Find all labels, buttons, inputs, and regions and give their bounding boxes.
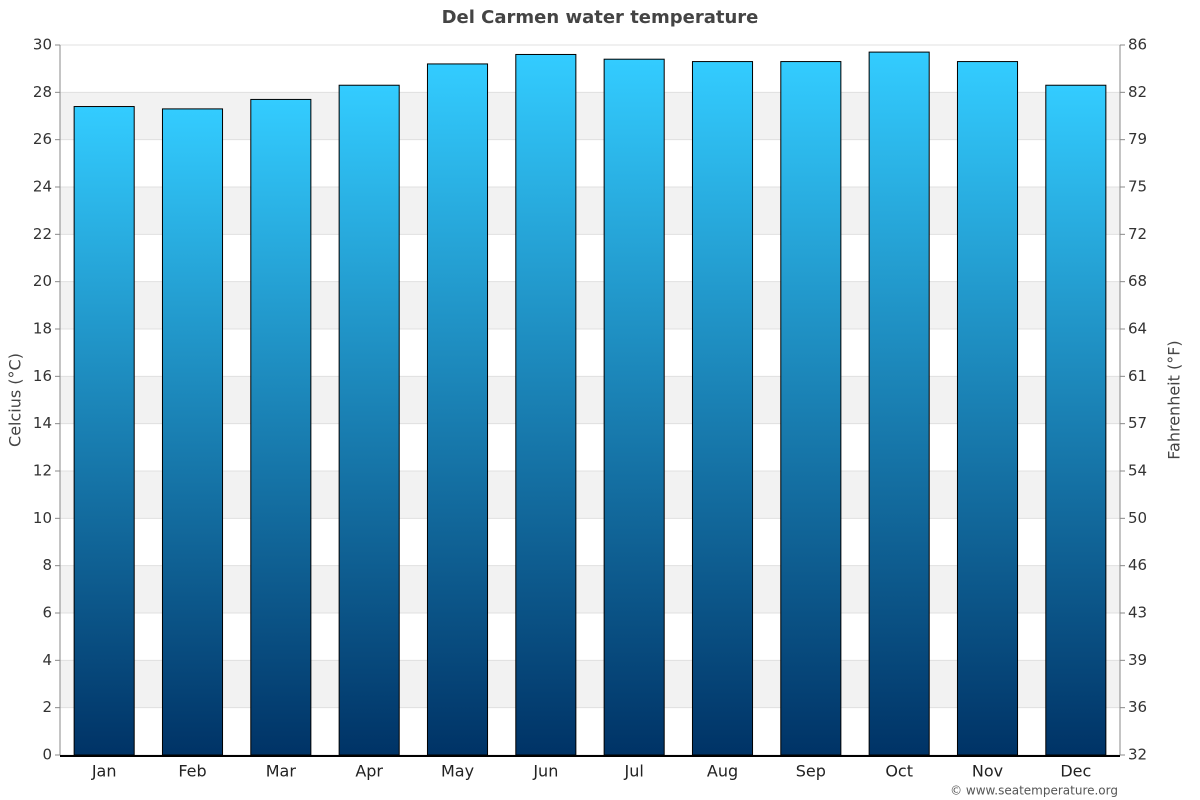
x-tick-label: Nov [972,762,1003,781]
y2-tick-label: 75 [1128,178,1147,196]
y-tick-label: 10 [33,509,52,527]
y2-tick-label: 39 [1128,651,1147,669]
y2-tick-label: 68 [1128,272,1147,290]
x-tick-label: Oct [885,762,913,781]
x-tick-label: Jul [624,762,644,781]
y-tick-label: 8 [42,556,52,574]
grid-band [60,187,1120,235]
y-tick-label: 16 [33,367,52,385]
x-tick-label: May [441,762,474,781]
x-tick-label: Mar [266,762,297,781]
x-tick-label: Jan [91,762,117,781]
y2-axis-title: Fahrenheit (°F) [1165,340,1184,459]
y2-tick-label: 43 [1128,604,1147,622]
y2-tick-label: 82 [1128,83,1147,101]
y2-tick-label: 54 [1128,462,1147,480]
y2-tick-label: 64 [1128,320,1147,338]
y-tick-label: 22 [33,225,52,243]
y-tick-label: 18 [33,320,52,338]
y2-tick-label: 79 [1128,130,1147,148]
y-tick-label: 24 [33,178,52,196]
bar [603,58,665,756]
x-tick-label: Jun [532,762,558,781]
y-tick-label: 20 [33,272,52,290]
x-tick-label: Feb [178,762,206,781]
bar [868,51,930,756]
x-tick-label: Sep [796,762,826,781]
grid-band [60,281,1120,329]
x-tick-label: Aug [707,762,738,781]
y-tick-label: 4 [42,651,52,669]
grid-band [60,471,1120,519]
y-tick-label: 30 [33,36,52,54]
y2-tick-label: 72 [1128,225,1147,243]
bar [426,63,489,756]
bar [956,61,1019,756]
y2-tick-label: 36 [1128,698,1147,716]
grid-band [60,660,1120,708]
credit: © www.seatemperature.org [950,784,1118,798]
y-tick-label: 2 [42,698,52,716]
bar [691,61,754,756]
grid-band [60,565,1120,613]
y2-tick-label: 46 [1128,556,1147,574]
chart-title: Del Carmen water temperature [442,7,759,28]
y2-tick-label: 86 [1128,36,1147,54]
y-axis-title: Celcius (°C) [6,353,25,447]
bar [161,108,224,756]
y2-tick-label: 50 [1128,509,1147,527]
x-tick-label: Apr [355,762,383,781]
bar [73,106,135,756]
y2-tick-label: 57 [1128,414,1147,432]
y2-tick-label: 32 [1128,746,1147,764]
y-tick-label: 28 [33,83,52,101]
bar [250,98,312,756]
grid-band [60,92,1120,140]
bar [780,61,842,756]
bar [338,84,400,756]
bar [1045,84,1107,756]
y-tick-label: 26 [33,130,52,148]
y-tick-label: 14 [33,414,52,432]
y-tick-label: 12 [33,462,52,480]
y2-tick-label: 61 [1128,367,1147,385]
y-tick-label: 0 [42,746,52,764]
grid-band [60,376,1120,424]
bar [515,53,577,756]
y-tick-label: 6 [42,604,52,622]
x-tick-label: Dec [1060,762,1091,781]
